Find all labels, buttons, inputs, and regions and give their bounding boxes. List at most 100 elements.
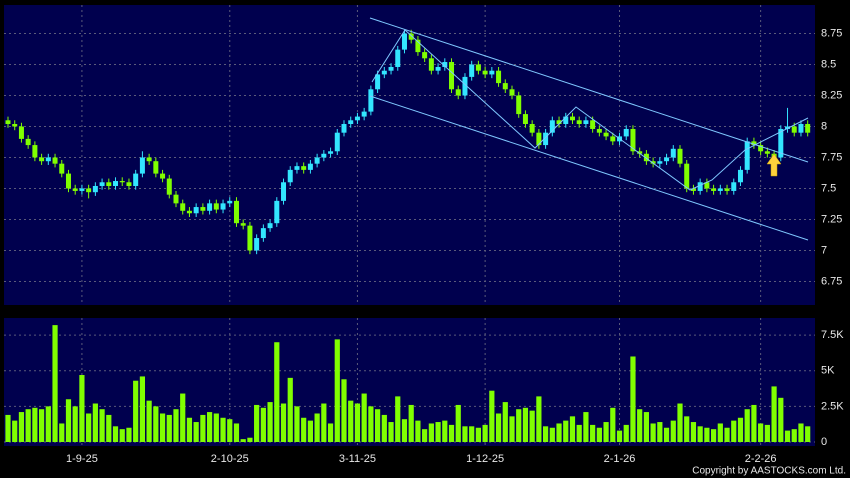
volume-bar	[596, 427, 602, 442]
candle-body	[160, 173, 166, 179]
candle-body	[677, 148, 683, 164]
candle-body	[92, 185, 98, 193]
candle-body	[153, 161, 159, 174]
volume-bar	[173, 409, 179, 442]
candle-body	[731, 182, 737, 191]
candle-body	[623, 128, 629, 137]
volume-bar	[549, 427, 555, 442]
volume-bar	[435, 422, 441, 442]
candle-body	[610, 136, 616, 142]
volume-bar	[301, 417, 307, 442]
candle-body	[348, 120, 354, 125]
x-tick-label: 2-2-26	[745, 453, 777, 465]
candle-body	[489, 70, 495, 75]
volume-bar	[106, 414, 112, 442]
volume-bar	[334, 339, 340, 442]
volume-bar	[52, 325, 58, 442]
volume-bar	[610, 407, 616, 442]
volume-bar	[280, 403, 287, 442]
volume-bar	[159, 413, 166, 442]
y-tick-label: 7.5K	[821, 329, 844, 341]
volume-bar	[428, 423, 434, 442]
volume-bar	[139, 376, 145, 442]
x-tick-label: 3-11-25	[339, 453, 376, 465]
candle-body	[354, 116, 360, 121]
volume-bar	[99, 409, 105, 442]
volume-bar	[153, 406, 159, 442]
candle-body	[805, 124, 811, 133]
volume-bar	[287, 377, 293, 442]
volume-bar	[475, 427, 481, 442]
candle-body	[32, 145, 38, 158]
volume-bar	[361, 393, 367, 442]
channel-upper	[369, 17, 809, 163]
volume-bar	[489, 390, 495, 442]
candle-body	[368, 89, 374, 112]
candle-body	[637, 151, 643, 154]
candle-body	[704, 182, 710, 189]
candle-body	[375, 74, 381, 90]
candle-body	[233, 200, 239, 224]
candle-body	[186, 210, 192, 214]
candle-body	[744, 141, 750, 170]
volume-bar	[650, 423, 656, 442]
volume-bar	[18, 412, 25, 442]
volume-bar	[354, 403, 361, 442]
volume-bar	[307, 420, 313, 442]
candle-body	[401, 33, 407, 50]
y-tick-label: 8.75	[821, 27, 842, 39]
candle-body	[267, 223, 273, 229]
volume-bar	[543, 426, 549, 442]
candle-body	[664, 157, 670, 162]
volume-bar	[388, 422, 394, 442]
y-tick-label: 6.75	[821, 275, 842, 287]
candle-body	[281, 182, 287, 201]
candle-body	[791, 126, 797, 133]
candle-body	[79, 188, 85, 191]
candle-body	[522, 114, 528, 125]
candle-body	[113, 181, 119, 186]
candle-body	[408, 33, 414, 40]
candle-body	[549, 120, 555, 133]
y-tick-label: 7.5	[821, 182, 836, 194]
candle-body	[583, 120, 589, 125]
candle-body	[462, 76, 468, 96]
volume-bar	[65, 399, 72, 442]
volume-bar	[805, 426, 811, 442]
volume-bar	[637, 409, 643, 442]
candle-body	[146, 157, 152, 162]
volume-bar	[717, 423, 723, 442]
volume-bar	[744, 409, 750, 442]
volume-bar	[556, 423, 562, 442]
candle-body	[106, 182, 112, 186]
volume-bar	[643, 412, 649, 442]
volume-bar	[704, 427, 710, 442]
volume-bar	[166, 414, 172, 442]
candle-body	[5, 120, 11, 125]
volume-bar	[193, 422, 199, 442]
volume-bar	[112, 426, 119, 442]
volume-bar	[59, 423, 65, 442]
volume-bar	[690, 422, 697, 442]
volume-bar	[455, 404, 461, 442]
candle-body	[39, 157, 45, 162]
candle-body	[650, 161, 656, 164]
volume-bar	[469, 426, 475, 442]
candle-body	[502, 83, 508, 90]
candle-body	[99, 182, 105, 186]
volume-bar	[126, 427, 132, 442]
volume-bar	[677, 403, 683, 442]
volume-bar	[415, 420, 421, 442]
volume-bar	[45, 406, 51, 442]
candle-body	[388, 66, 394, 71]
volume-bar	[495, 413, 502, 442]
candle-body	[569, 116, 575, 121]
volume-bar	[522, 407, 529, 442]
volume-bar	[569, 416, 576, 442]
volume-bar	[724, 427, 730, 442]
volume-bar	[227, 419, 233, 442]
y-tick-label: 7.25	[821, 213, 842, 225]
candle-body	[119, 181, 125, 183]
volume-bar	[341, 379, 347, 442]
y-tick-label: 8.5	[821, 58, 836, 70]
